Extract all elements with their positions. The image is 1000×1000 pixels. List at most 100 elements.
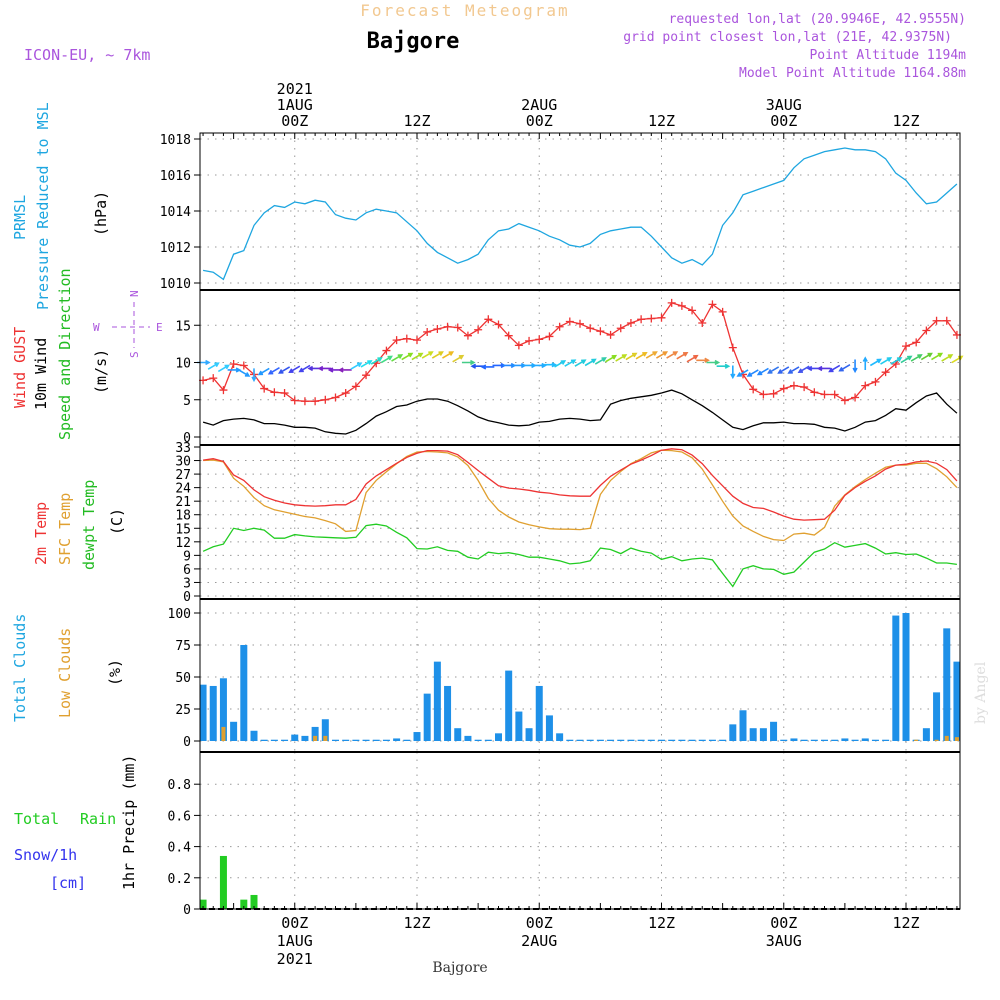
wind-direction-arrow: [756, 367, 769, 376]
wind-speed-line: [202, 389, 958, 435]
wind-direction-arrow: [564, 359, 577, 367]
gust-marker: [433, 324, 442, 333]
low-cloud-bar: [944, 735, 949, 741]
model-label: ICON-EU, ~ 7km: [24, 46, 150, 64]
total-cloud-bar: [658, 739, 666, 741]
gust-marker: [402, 334, 411, 343]
total-cloud-bar: [433, 661, 441, 741]
wind-direction-arrow: [267, 367, 280, 375]
gust-marker: [942, 316, 951, 325]
wind-direction-arrow: [317, 365, 332, 372]
x-label-top: 2021: [277, 80, 313, 98]
wind-direction-arrow: [480, 364, 495, 370]
model-altitude: Model Point Altitude 1164.88m: [739, 66, 966, 81]
grid-point-coords: grid point closest lon,lat (21E, 42.9375…: [623, 30, 952, 45]
gust-marker: [728, 343, 737, 352]
gust-marker: [688, 306, 697, 315]
total-cloud-bar: [311, 726, 319, 741]
gust-marker: [535, 335, 544, 344]
total-cloud-bar: [382, 739, 390, 741]
wind-direction-arrow: [852, 359, 858, 374]
temperature-ytick-label: 0: [183, 590, 191, 605]
total-cloud-bar: [331, 739, 339, 741]
watermark: by Angel: [973, 661, 989, 724]
total-cloud-bar: [617, 739, 625, 741]
gust-marker: [494, 320, 503, 329]
footer-location: Bajgore: [432, 960, 487, 976]
wind-direction-arrow: [251, 368, 257, 383]
wind-direction-arrow: [706, 359, 721, 366]
total-cloud-bar: [647, 739, 655, 741]
wind-direction-arrow: [554, 360, 567, 368]
total-cloud-bar: [240, 645, 248, 741]
gust-marker: [280, 389, 289, 398]
gust-marker: [504, 331, 513, 340]
total-cloud-bar: [688, 739, 696, 741]
x-label-top: 00Z: [526, 112, 553, 130]
gust-marker: [443, 322, 452, 331]
total-cloud-bar: [413, 732, 421, 741]
total-cloud-bar: [719, 739, 727, 741]
wind-direction-arrow: [411, 352, 424, 361]
wind-direction-arrow: [298, 364, 311, 373]
low-cloud-bar: [323, 735, 328, 741]
gust-marker: [851, 393, 860, 402]
wind-direction-arrow: [442, 351, 455, 359]
wind-direction-arrow: [605, 354, 618, 363]
wind-direction-arrow: [816, 365, 831, 372]
total-cloud-bar: [230, 721, 238, 741]
low-clouds-label: Low Clouds: [56, 628, 74, 718]
snow-label: Snow/1h: [14, 846, 77, 864]
total-cloud-bar: [922, 728, 930, 741]
total-cloud-bar: [393, 738, 401, 741]
gust-marker: [453, 323, 462, 332]
wind-ytick-label: 0: [183, 431, 191, 446]
temp-sfc-label: SFC Temp: [56, 493, 74, 565]
gust-marker: [830, 390, 839, 399]
x-label-top: 12Z: [403, 112, 430, 130]
cloud-unit: (%): [106, 659, 124, 686]
wind-compass: W E N S: [93, 290, 163, 358]
total-cloud-bar: [301, 735, 309, 741]
wind-direction-arrow: [862, 356, 868, 370]
total-cloud-bar: [576, 739, 584, 741]
gust-marker: [647, 314, 656, 323]
total-cloud-bar: [566, 739, 574, 741]
total-cloud-bar: [321, 719, 329, 741]
total-cloud-bar: [851, 739, 859, 741]
wind-direction-arrow: [635, 351, 648, 360]
gust-marker: [749, 385, 758, 394]
wind-direction-arrow: [278, 366, 291, 374]
wind-direction-arrow: [797, 365, 810, 374]
clouds-ytick-label: 50: [175, 671, 191, 686]
temperature-ytick-label: 3: [183, 576, 191, 591]
temperature-frame: [199, 444, 961, 600]
temperature-ytick-label: 12: [175, 536, 191, 551]
wind-ytick-label: 15: [175, 319, 191, 334]
pressure-ytick-label: 1018: [160, 133, 191, 148]
rain-bar: [250, 894, 258, 909]
total-cloud-bar: [403, 739, 411, 741]
precipitation-ytick-label: 0.4: [168, 841, 192, 856]
total-cloud-bar: [953, 661, 960, 741]
gust-marker: [545, 332, 554, 341]
rain-bar: [199, 899, 207, 909]
wind-direction-arrow: [207, 362, 220, 370]
temperature-ytick-label: 27: [175, 468, 191, 483]
wind-direction-arrow: [666, 351, 679, 359]
total-cloud-bar: [209, 685, 217, 741]
wind-direction-arrow: [838, 364, 851, 372]
x-label-bottom: 1AUG: [277, 932, 313, 950]
wind-direction-arrow: [931, 352, 944, 361]
gust-marker: [810, 388, 819, 397]
total-cloud-bar: [586, 739, 594, 741]
total-cloud-bar: [494, 733, 502, 741]
wind-direction-arrow: [900, 355, 913, 364]
gust-marker: [677, 301, 686, 310]
pressure-labels: PRMSL Pressure Reduced to MSL (hPa): [11, 102, 110, 310]
total-cloud-bar: [821, 739, 829, 741]
precip-labels: Total Rain Snow/1h [cm] 1hr Precip (mm): [14, 755, 138, 892]
total-cloud-bar: [708, 739, 716, 741]
gust-marker: [423, 327, 432, 336]
total-clouds-label: Total Clouds: [11, 614, 29, 722]
